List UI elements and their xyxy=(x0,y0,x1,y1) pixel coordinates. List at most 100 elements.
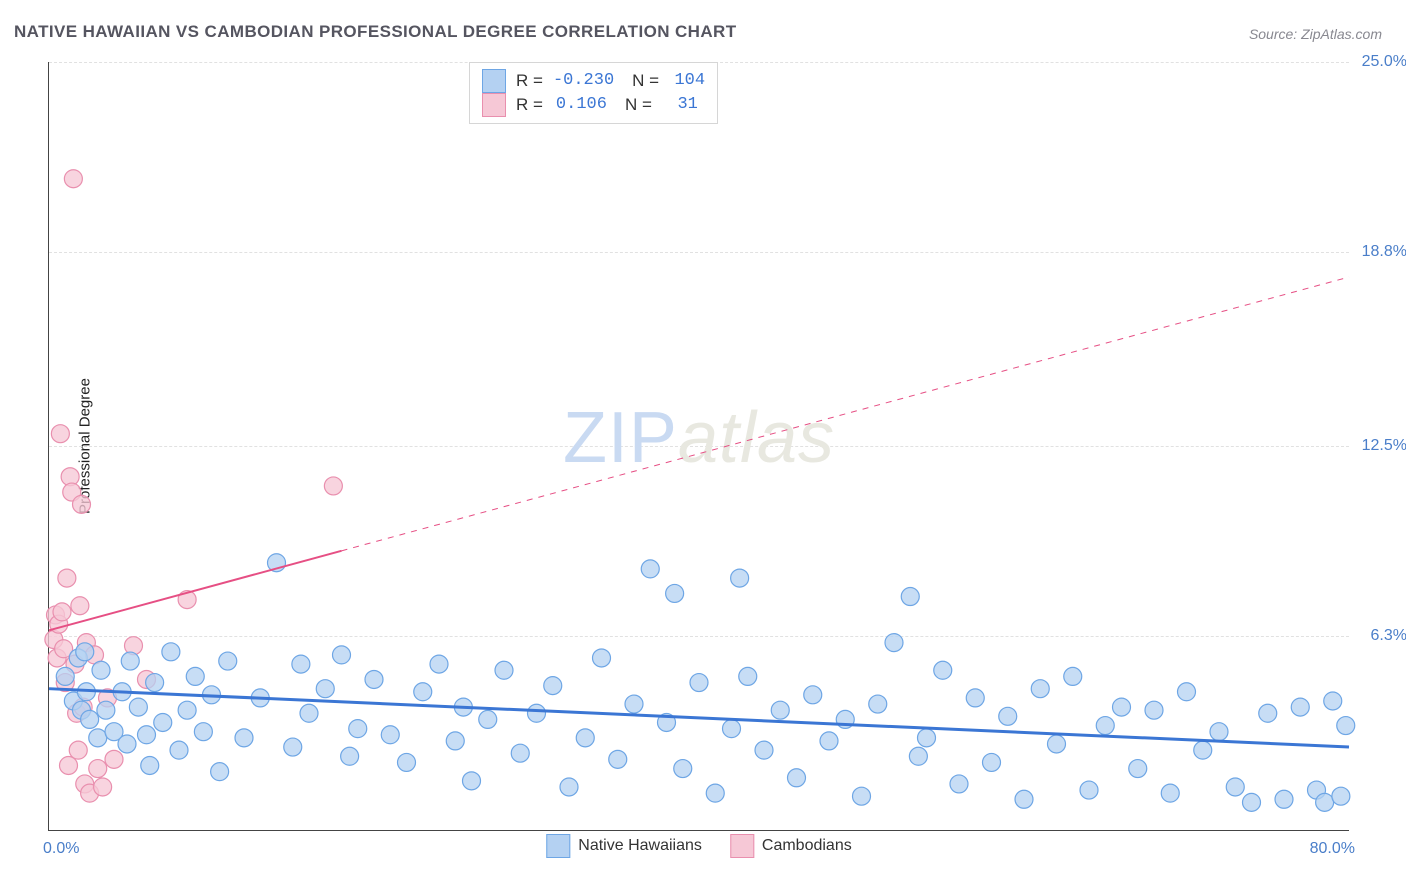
data-point-hawaiians xyxy=(771,701,789,719)
data-point-hawaiians xyxy=(1226,778,1244,796)
data-point-hawaiians xyxy=(1064,667,1082,685)
y-tick-label: 6.3% xyxy=(1352,627,1406,645)
legend-item-hawaiians: Native Hawaiians xyxy=(546,834,702,858)
data-point-hawaiians xyxy=(1096,717,1114,735)
source-attribution: Source: ZipAtlas.com xyxy=(1249,26,1382,42)
y-tick-label: 18.8% xyxy=(1352,243,1406,261)
data-point-hawaiians xyxy=(999,707,1017,725)
data-point-hawaiians xyxy=(1337,717,1355,735)
stat-r-label: R = xyxy=(516,93,543,117)
data-point-hawaiians xyxy=(1210,723,1228,741)
data-point-hawaiians xyxy=(316,680,334,698)
data-point-hawaiians xyxy=(755,741,773,759)
data-point-hawaiians xyxy=(381,726,399,744)
data-point-hawaiians xyxy=(235,729,253,747)
data-point-hawaiians xyxy=(885,634,903,652)
data-point-hawaiians xyxy=(333,646,351,664)
data-point-hawaiians xyxy=(154,713,172,731)
data-point-hawaiians xyxy=(1031,680,1049,698)
data-point-hawaiians xyxy=(511,744,529,762)
data-point-cambodians xyxy=(73,495,91,513)
data-point-hawaiians xyxy=(909,747,927,765)
data-point-hawaiians xyxy=(950,775,968,793)
legend-stats-row-hawaiians: R = -0.230 N = 104 xyxy=(482,69,705,93)
stat-r-value-cambodians: 0.106 xyxy=(553,93,607,117)
regression-line-cambodians xyxy=(49,551,342,630)
data-point-hawaiians xyxy=(820,732,838,750)
data-point-hawaiians xyxy=(1080,781,1098,799)
data-point-hawaiians xyxy=(463,772,481,790)
data-point-hawaiians xyxy=(609,750,627,768)
data-point-hawaiians xyxy=(89,729,107,747)
data-point-hawaiians xyxy=(56,667,74,685)
chart-title: NATIVE HAWAIIAN VS CAMBODIAN PROFESSIONA… xyxy=(14,22,737,42)
data-point-hawaiians xyxy=(129,698,147,716)
data-point-hawaiians xyxy=(593,649,611,667)
data-point-hawaiians xyxy=(1332,787,1350,805)
x-tick-label: 80.0% xyxy=(1310,840,1355,858)
data-point-cambodians xyxy=(64,170,82,188)
data-point-hawaiians xyxy=(934,661,952,679)
data-point-hawaiians xyxy=(804,686,822,704)
data-point-hawaiians xyxy=(1129,760,1147,778)
data-point-hawaiians xyxy=(97,701,115,719)
stat-n-value-hawaiians: 104 xyxy=(669,69,705,93)
data-point-cambodians xyxy=(53,603,71,621)
data-point-hawaiians xyxy=(1161,784,1179,802)
data-point-hawaiians xyxy=(544,677,562,695)
data-point-hawaiians xyxy=(284,738,302,756)
data-point-hawaiians xyxy=(528,704,546,722)
data-point-hawaiians xyxy=(341,747,359,765)
data-point-hawaiians xyxy=(162,643,180,661)
data-point-hawaiians xyxy=(1243,793,1261,811)
data-point-hawaiians xyxy=(495,661,513,679)
legend-stats-row-cambodians: R = 0.106 N = 31 xyxy=(482,93,705,117)
data-point-cambodians xyxy=(69,741,87,759)
data-point-hawaiians xyxy=(141,756,159,774)
data-point-cambodians xyxy=(51,425,69,443)
data-point-hawaiians xyxy=(430,655,448,673)
data-point-hawaiians xyxy=(1291,698,1309,716)
data-point-hawaiians xyxy=(121,652,139,670)
data-point-cambodians xyxy=(324,477,342,495)
data-point-cambodians xyxy=(58,569,76,587)
data-point-hawaiians xyxy=(1015,790,1033,808)
stat-r-label: R = xyxy=(516,69,543,93)
data-point-hawaiians xyxy=(414,683,432,701)
data-point-hawaiians xyxy=(76,643,94,661)
chart-area: Professional Degree 6.3%12.5%18.8%25.0% … xyxy=(48,62,1349,831)
data-point-hawaiians xyxy=(723,720,741,738)
data-point-hawaiians xyxy=(983,753,1001,771)
data-point-hawaiians xyxy=(292,655,310,673)
data-point-hawaiians xyxy=(1324,692,1342,710)
stat-n-value-cambodians: 31 xyxy=(662,93,698,117)
data-point-hawaiians xyxy=(194,723,212,741)
data-point-hawaiians xyxy=(92,661,110,679)
data-point-hawaiians xyxy=(625,695,643,713)
data-point-hawaiians xyxy=(706,784,724,802)
data-point-cambodians xyxy=(89,760,107,778)
data-point-hawaiians xyxy=(398,753,416,771)
data-point-hawaiians xyxy=(365,670,383,688)
data-point-hawaiians xyxy=(1275,790,1293,808)
data-point-cambodians xyxy=(71,597,89,615)
data-point-hawaiians xyxy=(739,667,757,685)
data-point-hawaiians xyxy=(349,720,367,738)
data-point-cambodians xyxy=(94,778,112,796)
data-point-hawaiians xyxy=(170,741,188,759)
x-tick-label: 0.0% xyxy=(43,840,79,858)
data-point-hawaiians xyxy=(560,778,578,796)
data-point-hawaiians xyxy=(186,667,204,685)
legend-swatch-cambodians xyxy=(482,93,506,117)
data-point-hawaiians xyxy=(1048,735,1066,753)
data-point-hawaiians xyxy=(731,569,749,587)
legend-swatch-cambodians xyxy=(730,834,754,858)
legend-item-cambodians: Cambodians xyxy=(730,834,852,858)
data-point-hawaiians xyxy=(1145,701,1163,719)
legend-label-hawaiians: Native Hawaiians xyxy=(578,837,702,855)
data-point-hawaiians xyxy=(788,769,806,787)
legend-swatch-hawaiians xyxy=(482,69,506,93)
data-point-cambodians xyxy=(105,750,123,768)
data-point-hawaiians xyxy=(1316,793,1334,811)
data-point-hawaiians xyxy=(300,704,318,722)
